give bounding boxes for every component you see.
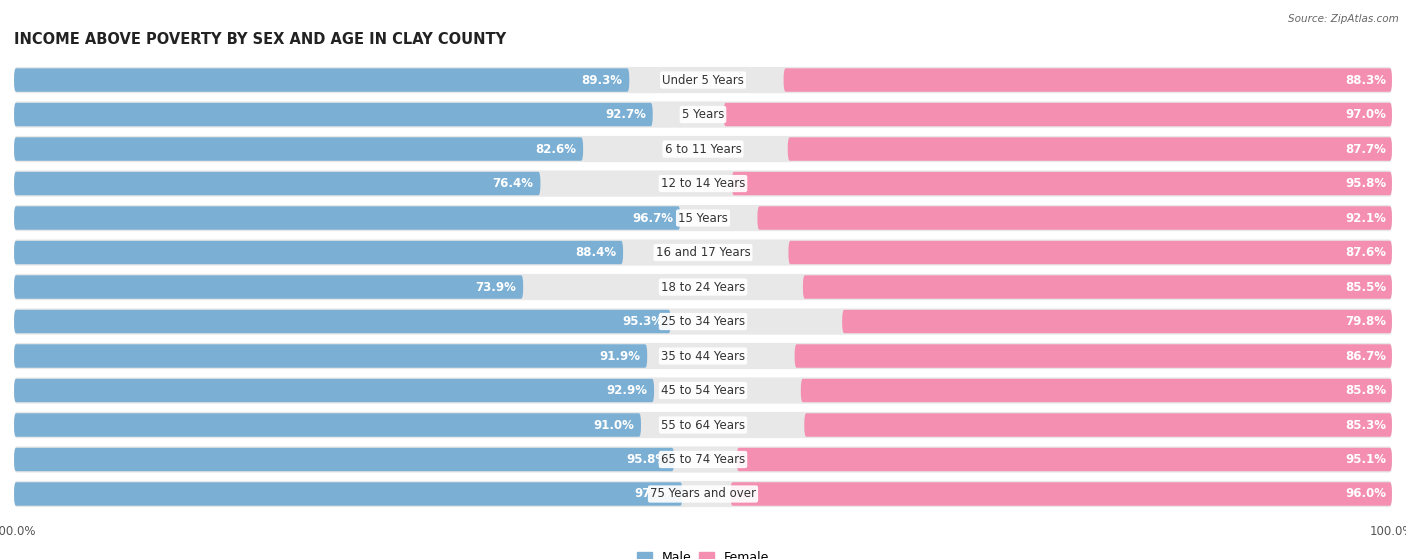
Text: 85.8%: 85.8%	[1346, 384, 1386, 397]
FancyBboxPatch shape	[14, 309, 1392, 335]
Text: 16 and 17 Years: 16 and 17 Years	[655, 246, 751, 259]
Text: 79.8%: 79.8%	[1346, 315, 1386, 328]
FancyBboxPatch shape	[14, 447, 1392, 472]
Text: 76.4%: 76.4%	[492, 177, 533, 190]
FancyBboxPatch shape	[14, 310, 671, 333]
FancyBboxPatch shape	[14, 103, 652, 126]
FancyBboxPatch shape	[804, 413, 1392, 437]
FancyBboxPatch shape	[14, 413, 641, 437]
FancyBboxPatch shape	[783, 68, 1392, 92]
FancyBboxPatch shape	[14, 275, 523, 299]
Text: 5 Years: 5 Years	[682, 108, 724, 121]
Text: 88.4%: 88.4%	[575, 246, 616, 259]
Text: 92.9%: 92.9%	[606, 384, 647, 397]
Text: 18 to 24 Years: 18 to 24 Years	[661, 281, 745, 293]
FancyBboxPatch shape	[14, 239, 1392, 266]
Text: 82.6%: 82.6%	[536, 143, 576, 155]
FancyBboxPatch shape	[14, 241, 623, 264]
FancyBboxPatch shape	[737, 448, 1392, 471]
FancyBboxPatch shape	[14, 274, 1392, 300]
Text: 92.7%: 92.7%	[605, 108, 645, 121]
Text: 35 to 44 Years: 35 to 44 Years	[661, 349, 745, 363]
FancyBboxPatch shape	[14, 379, 654, 402]
Text: 85.5%: 85.5%	[1346, 281, 1386, 293]
FancyBboxPatch shape	[803, 275, 1392, 299]
FancyBboxPatch shape	[789, 241, 1392, 264]
Text: 97.0%: 97.0%	[1346, 108, 1386, 121]
Text: 92.1%: 92.1%	[1346, 211, 1386, 225]
Text: 95.1%: 95.1%	[1346, 453, 1386, 466]
FancyBboxPatch shape	[801, 379, 1392, 402]
Text: 89.3%: 89.3%	[582, 74, 623, 87]
Text: 87.7%: 87.7%	[1346, 143, 1386, 155]
Text: 95.8%: 95.8%	[626, 453, 668, 466]
FancyBboxPatch shape	[14, 377, 1392, 404]
FancyBboxPatch shape	[842, 310, 1392, 333]
Text: 25 to 34 Years: 25 to 34 Years	[661, 315, 745, 328]
Text: 95.3%: 95.3%	[623, 315, 664, 328]
FancyBboxPatch shape	[724, 103, 1392, 126]
FancyBboxPatch shape	[794, 344, 1392, 368]
Text: 85.3%: 85.3%	[1346, 419, 1386, 432]
FancyBboxPatch shape	[14, 343, 1392, 369]
Text: 91.0%: 91.0%	[593, 419, 634, 432]
Text: 86.7%: 86.7%	[1346, 349, 1386, 363]
Text: 87.6%: 87.6%	[1346, 246, 1386, 259]
FancyBboxPatch shape	[14, 482, 682, 506]
FancyBboxPatch shape	[14, 412, 1392, 438]
FancyBboxPatch shape	[14, 344, 647, 368]
FancyBboxPatch shape	[14, 101, 1392, 127]
Text: 95.8%: 95.8%	[1346, 177, 1386, 190]
FancyBboxPatch shape	[14, 481, 1392, 507]
Text: 91.9%: 91.9%	[599, 349, 640, 363]
Text: 73.9%: 73.9%	[475, 281, 516, 293]
FancyBboxPatch shape	[758, 206, 1392, 230]
Text: 6 to 11 Years: 6 to 11 Years	[665, 143, 741, 155]
FancyBboxPatch shape	[14, 138, 583, 161]
Text: INCOME ABOVE POVERTY BY SEX AND AGE IN CLAY COUNTY: INCOME ABOVE POVERTY BY SEX AND AGE IN C…	[14, 32, 506, 48]
Text: 96.7%: 96.7%	[633, 211, 673, 225]
FancyBboxPatch shape	[14, 448, 673, 471]
Text: 45 to 54 Years: 45 to 54 Years	[661, 384, 745, 397]
Text: 97.0%: 97.0%	[634, 487, 675, 500]
FancyBboxPatch shape	[14, 206, 681, 230]
FancyBboxPatch shape	[14, 205, 1392, 231]
FancyBboxPatch shape	[14, 136, 1392, 162]
FancyBboxPatch shape	[731, 482, 1392, 506]
Text: 15 Years: 15 Years	[678, 211, 728, 225]
Legend: Male, Female: Male, Female	[631, 546, 775, 559]
FancyBboxPatch shape	[733, 172, 1392, 195]
Text: Under 5 Years: Under 5 Years	[662, 74, 744, 87]
Text: Source: ZipAtlas.com: Source: ZipAtlas.com	[1288, 14, 1399, 24]
Text: 12 to 14 Years: 12 to 14 Years	[661, 177, 745, 190]
FancyBboxPatch shape	[14, 172, 540, 195]
FancyBboxPatch shape	[787, 138, 1392, 161]
Text: 96.0%: 96.0%	[1346, 487, 1386, 500]
FancyBboxPatch shape	[14, 170, 1392, 197]
FancyBboxPatch shape	[14, 68, 630, 92]
Text: 65 to 74 Years: 65 to 74 Years	[661, 453, 745, 466]
Text: 75 Years and over: 75 Years and over	[650, 487, 756, 500]
Text: 88.3%: 88.3%	[1346, 74, 1386, 87]
FancyBboxPatch shape	[14, 67, 1392, 93]
Text: 55 to 64 Years: 55 to 64 Years	[661, 419, 745, 432]
